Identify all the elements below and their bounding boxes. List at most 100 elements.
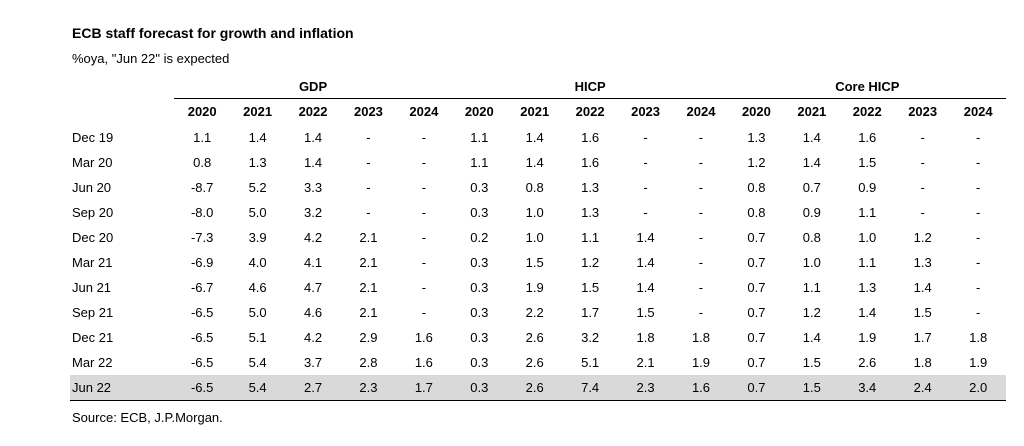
table-cell: 1.6	[414, 330, 433, 345]
table-row: Sep 20 -8.0 5.0 3.2 - - 0.3 1.0 1.3 - - 0.8 0.9 1.1 - -	[70, 200, 1006, 225]
table-cell: 0.3	[470, 355, 489, 370]
row-label: Dec 21	[72, 330, 114, 345]
row-label: Sep 20	[72, 205, 114, 220]
table-cell: -	[421, 205, 427, 220]
table-cell: -	[643, 130, 648, 145]
table-cell: -	[976, 280, 981, 295]
table-cell: 1.6	[673, 375, 729, 401]
table-cell: -	[698, 130, 704, 145]
table-cell: 0.7	[747, 280, 766, 295]
table-cell: 3.2	[581, 330, 600, 345]
table-cell: 1.3	[858, 280, 877, 295]
table-cell: 0.3	[470, 330, 489, 345]
table-cell: 1.5	[858, 155, 877, 170]
table-cell: 0.7	[747, 305, 766, 320]
table-cell: 1.4	[858, 305, 877, 320]
table-cell: 1.1	[193, 130, 212, 145]
row-label: Mar 21	[72, 255, 113, 270]
table-cell: 4.6	[248, 280, 267, 295]
table-cell: -	[643, 155, 648, 170]
table-row: Mar 22 -6.5 5.4 3.7 2.8 1.6 0.3 2.6 5.1 2.1 1.9 0.7…	[70, 350, 1006, 375]
table-cell: 1.3	[913, 255, 932, 270]
group-header-gdp: GDP	[298, 79, 328, 94]
table-cell: 2.2	[525, 305, 544, 320]
table-cell: 0.3	[470, 180, 489, 195]
table-cell: 1.0	[525, 230, 544, 245]
table-cell: 2.1	[359, 255, 378, 270]
table-cell: 1.4	[802, 330, 821, 345]
row-label: Sep 21	[72, 305, 114, 320]
table-cell: 0.7	[802, 180, 821, 195]
table-cell: -	[421, 180, 427, 195]
table-cell: 1.8	[969, 330, 988, 345]
table-cell: -	[366, 180, 371, 195]
year-header-cell: 2023	[617, 98, 674, 125]
table-cell: -6.5	[174, 375, 230, 401]
year-header-cell: 2022	[285, 98, 341, 125]
table-cell: 2.6	[525, 355, 544, 370]
table-cell: -	[366, 155, 371, 170]
table-cell: 1.5	[913, 305, 932, 320]
table-cell: -	[976, 255, 981, 270]
table-cell: 1.4	[303, 155, 323, 170]
year-header-cell: 2020	[728, 98, 785, 125]
source-note: Source: ECB, J.P.Morgan.	[72, 410, 223, 425]
table-cell: 0.9	[802, 205, 821, 220]
table-row: Dec 19 1.1 1.4 1.4 - - 1.1 1.4 1.6 - - 1.3 1.4 1.6 - -	[70, 125, 1006, 150]
table-cell: -6.9	[190, 255, 214, 270]
year-header-cell: 2022	[839, 98, 895, 125]
group-header-row: GDP HICP Core HICP	[70, 75, 1006, 99]
table-row: Jun 20 -8.7 5.2 3.3 - - 0.3 0.8 1.3 - - 0.8 0.7 0.9 - -	[70, 175, 1006, 200]
table-cell: -	[366, 205, 371, 220]
table-cell: 1.9	[525, 280, 544, 295]
table-cell: -8.0	[190, 205, 214, 220]
table-cell: -	[421, 280, 427, 295]
table-cell: 2.1	[636, 355, 655, 370]
table-cell: -	[698, 305, 704, 320]
table-title: ECB staff forecast for growth and inflat…	[72, 25, 354, 41]
table-cell: 1.2	[913, 230, 932, 245]
table-cell: 0.8	[193, 155, 212, 170]
row-label: Dec 19	[72, 130, 114, 145]
table-cell: 1.1	[470, 130, 489, 145]
table-cell: 1.4	[303, 130, 323, 145]
table-row: Mar 20 0.8 1.3 1.4 - - 1.1 1.4 1.6 - - 1.2 1.4 1.5 - -	[70, 150, 1006, 175]
year-header-cell: 2024	[396, 98, 452, 125]
table-cell: -	[976, 305, 981, 320]
row-label: Mar 20	[72, 155, 113, 170]
table-cell: 1.4	[636, 255, 655, 270]
year-header-cell: 2023	[340, 98, 397, 125]
table-cell: 1.1	[470, 155, 489, 170]
table-cell: 1.3	[581, 180, 600, 195]
table-cell: 3.3	[303, 180, 323, 195]
table-cell: 0.7	[747, 355, 766, 370]
table-cell: 4.2	[303, 230, 323, 245]
table-cell: 1.6	[581, 130, 600, 145]
table-cell: -	[643, 205, 648, 220]
forecast-table: GDP HICP Core HICP 2020 2021 2022 2023 2024 2…	[70, 75, 1006, 401]
table-cell: 1.2	[747, 155, 766, 170]
table-cell: 4.0	[248, 255, 267, 270]
table-cell: 1.5	[784, 375, 840, 401]
table-cell: 5.2	[248, 180, 267, 195]
table-row: Dec 20 -7.3 3.9 4.2 2.1 - 0.2 1.0 1.1 1.4 - 0.7 0.8 1…	[70, 225, 1006, 250]
table-cell: -	[976, 180, 981, 195]
table-cell: 1.2	[802, 305, 821, 320]
table-cell: -7.3	[190, 230, 214, 245]
table-row: Jun 22 -6.5 5.4 2.7 2.3 1.7 0.3 2.6 7.4 2.3 1.6 0.7…	[70, 375, 1006, 401]
table-cell: 1.1	[802, 280, 821, 295]
table-cell: 1.1	[581, 230, 600, 245]
table-cell: 1.4	[636, 230, 655, 245]
table-cell: 3.4	[839, 375, 895, 401]
table-cell: 4.7	[303, 280, 323, 295]
year-header-cell: 2021	[507, 98, 563, 125]
table-cell: 0.7	[728, 375, 785, 401]
table-cell: 0.3	[451, 375, 507, 401]
row-label: Jun 22	[70, 375, 175, 401]
group-header-hicp: HICP	[574, 79, 606, 94]
table-cell: 1.3	[248, 155, 267, 170]
table-cell: 1.5	[525, 255, 544, 270]
table-cell: -	[421, 155, 427, 170]
table-cell: -	[920, 130, 925, 145]
table-cell: 0.7	[747, 330, 766, 345]
